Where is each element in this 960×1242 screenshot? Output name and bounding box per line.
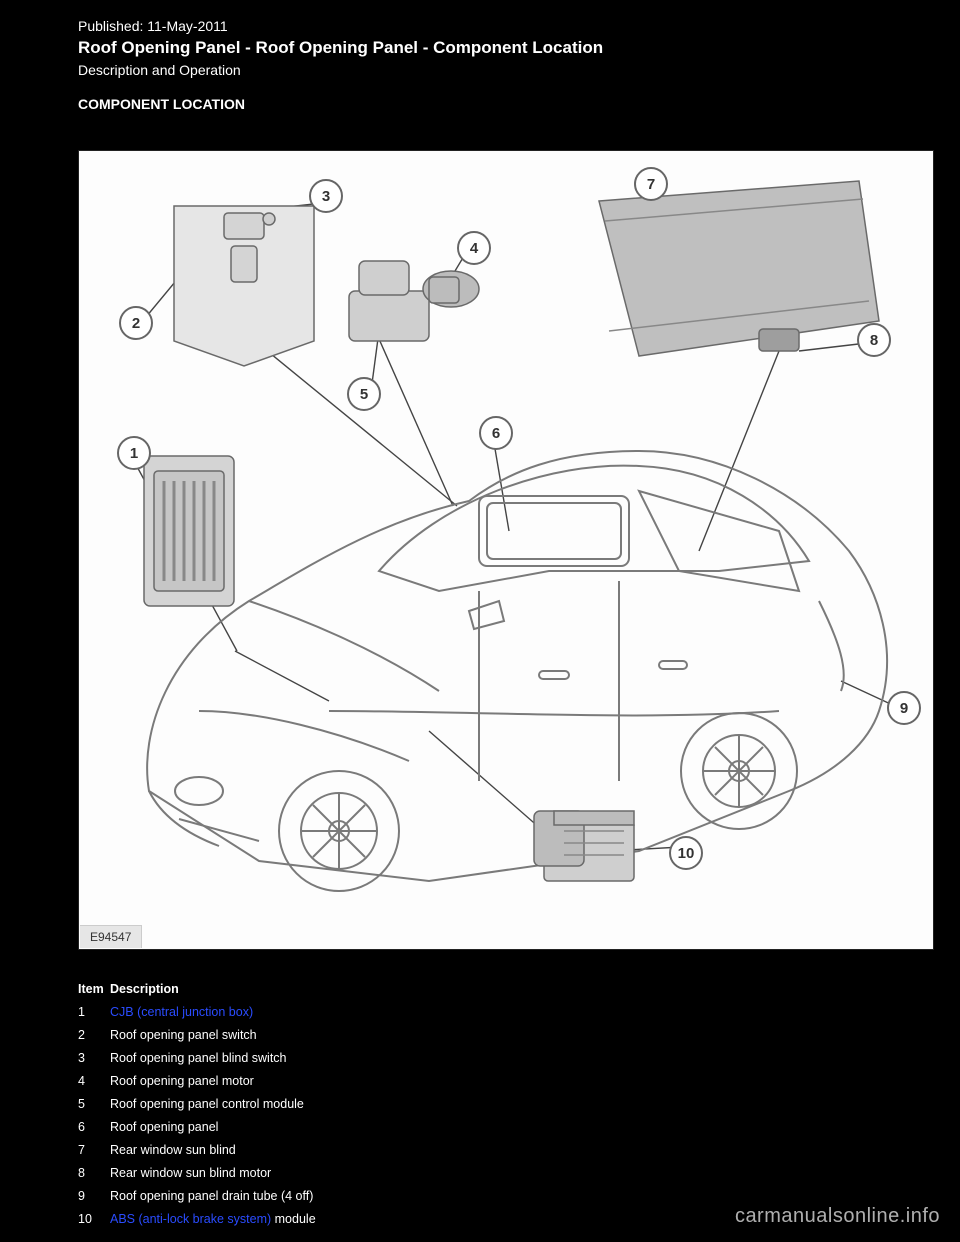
callout-bubble-10: 10 <box>669 836 703 870</box>
legend-row: 6Roof opening panel <box>78 1116 934 1139</box>
legend-num: 10 <box>78 1212 110 1226</box>
legend-row: 7Rear window sun blind <box>78 1139 934 1162</box>
legend-row: 2Roof opening panel switch <box>78 1024 934 1047</box>
legend-row: 4Roof opening panel motor <box>78 1070 934 1093</box>
figure-id: E94547 <box>80 925 142 948</box>
legend-desc: Rear window sun blind motor <box>110 1166 934 1180</box>
section-heading: COMPONENT LOCATION <box>78 96 603 112</box>
legend-num: 2 <box>78 1028 110 1042</box>
figure-frame: E94547 1 2 3 4 5 6 7 8 9 10 <box>78 150 934 950</box>
callout-bubble-8: 8 <box>857 323 891 357</box>
legend-row: 1CJB (central junction box) <box>78 1001 934 1024</box>
callout-bubble-7: 7 <box>634 167 668 201</box>
legend-desc: Rear window sun blind <box>110 1143 934 1157</box>
legend-desc: CJB (central junction box) <box>110 1005 934 1019</box>
legend-num: 1 <box>78 1005 110 1019</box>
car-diagram <box>79 151 935 951</box>
legend-num: 5 <box>78 1097 110 1111</box>
legend-row: 8Rear window sun blind motor <box>78 1162 934 1185</box>
legend-header-desc: Description <box>110 982 934 996</box>
legend-num: 8 <box>78 1166 110 1180</box>
legend-desc: Roof opening panel switch <box>110 1028 934 1042</box>
document-title: Roof Opening Panel - Roof Opening Panel … <box>78 38 603 58</box>
watermark: carmanualsonline.info <box>735 1205 940 1228</box>
legend-header-num: Item <box>78 982 110 996</box>
legend-row: 5Roof opening panel control module <box>78 1093 934 1116</box>
legend-desc: Roof opening panel <box>110 1120 934 1134</box>
title-block: Published: 11-May-2011 Roof Opening Pane… <box>78 18 603 116</box>
legend-desc: Roof opening panel control module <box>110 1097 934 1111</box>
callout-bubble-3: 3 <box>309 179 343 213</box>
legend-desc: Roof opening panel drain tube (4 off) <box>110 1189 934 1203</box>
legend-link[interactable]: CJB (central junction box) <box>110 1005 253 1019</box>
legend-num: 6 <box>78 1120 110 1134</box>
callout-bubble-6: 6 <box>479 416 513 450</box>
legend-row: 3Roof opening panel blind switch <box>78 1047 934 1070</box>
callout-bubble-9: 9 <box>887 691 921 725</box>
callout-bubble-2: 2 <box>119 306 153 340</box>
legend-desc: Roof opening panel motor <box>110 1074 934 1088</box>
legend-num: 9 <box>78 1189 110 1203</box>
callout-bubble-4: 4 <box>457 231 491 265</box>
document-subtitle: Description and Operation <box>78 62 603 78</box>
publish-date: Published: 11-May-2011 <box>78 18 603 34</box>
legend-num: 3 <box>78 1051 110 1065</box>
callout-bubble-5: 5 <box>347 377 381 411</box>
legend-desc: Roof opening panel blind switch <box>110 1051 934 1065</box>
callout-bubble-1: 1 <box>117 436 151 470</box>
legend-num: 7 <box>78 1143 110 1157</box>
page-root: Published: 11-May-2011 Roof Opening Pane… <box>0 0 960 1242</box>
legend-table: Item Description 1CJB (central junction … <box>78 978 934 1231</box>
legend-num: 4 <box>78 1074 110 1088</box>
legend-link[interactable]: ABS (anti-lock brake system) <box>110 1212 271 1226</box>
